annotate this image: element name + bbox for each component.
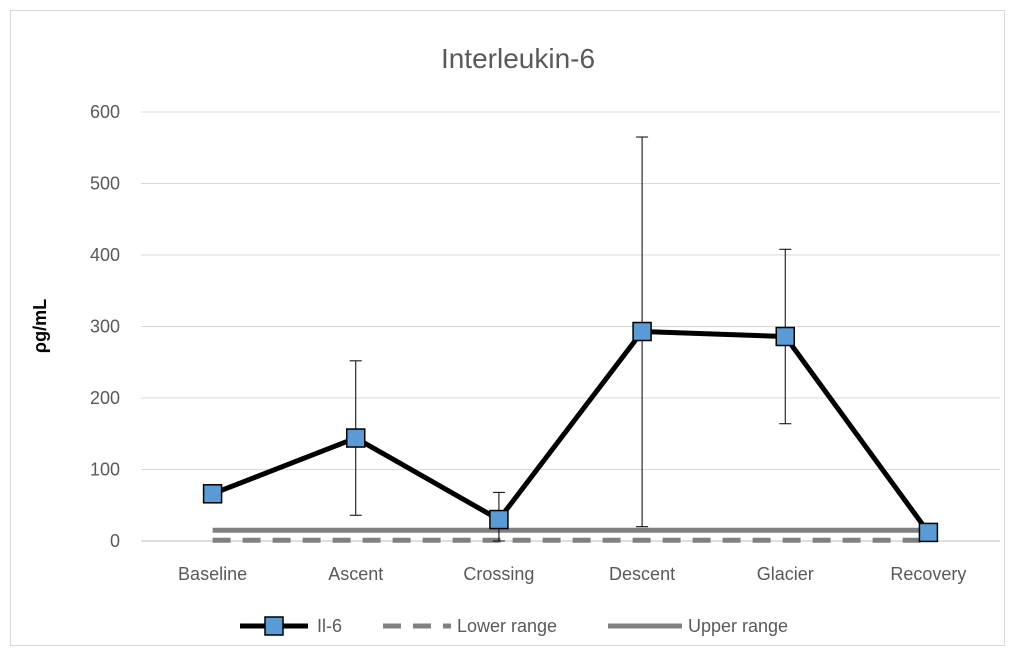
chart-area — [10, 10, 1005, 646]
data-point — [918, 522, 939, 543]
data-point — [632, 321, 652, 342]
il-6-line — [211, 329, 931, 534]
x-axis-ticks: Baseline Ascent Crossing Descent Glacier Reco… — [178, 564, 966, 584]
y-axis-label: ρg/mL — [30, 299, 50, 353]
x-tick-label: Crossing — [463, 564, 534, 584]
data-point — [346, 428, 366, 448]
legend: Il-6 Lower range Upper range — [240, 616, 788, 636]
legend-label: Lower range — [457, 616, 557, 636]
legend-item-il-6: Il-6 — [240, 616, 342, 636]
series-lines — [211, 329, 931, 543]
error-bars — [349, 136, 792, 542]
legend-label: Il-6 — [317, 616, 342, 636]
x-tick-label: Ascent — [328, 564, 383, 584]
data-markers — [202, 321, 939, 543]
data-point — [775, 326, 795, 347]
y-tick-label: 400 — [90, 245, 120, 265]
legend-item-upper-range: Upper range — [608, 616, 788, 636]
data-point — [489, 509, 509, 530]
y-tick-label: 600 — [90, 102, 120, 122]
y-tick-label: 200 — [90, 388, 120, 408]
y-tick-label: 100 — [90, 460, 120, 480]
gridlines — [141, 111, 1000, 542]
x-tick-label: Glacier — [757, 564, 814, 584]
legend-item-lower-range: Lower range — [383, 616, 557, 636]
chart-title: Interleukin-6 — [441, 43, 595, 74]
x-tick-label: Baseline — [178, 564, 247, 584]
y-tick-label: 300 — [90, 317, 120, 337]
data-point — [202, 484, 223, 504]
x-tick-label: Recovery — [890, 564, 966, 584]
y-tick-label: 500 — [90, 174, 120, 194]
legend-label: Upper range — [688, 616, 788, 636]
legend-marker-icon — [264, 616, 284, 636]
y-tick-label: 0 — [110, 531, 120, 551]
x-tick-label: Descent — [609, 564, 675, 584]
y-axis-ticks: 0 100 200 300 400 500 600 — [90, 102, 120, 551]
